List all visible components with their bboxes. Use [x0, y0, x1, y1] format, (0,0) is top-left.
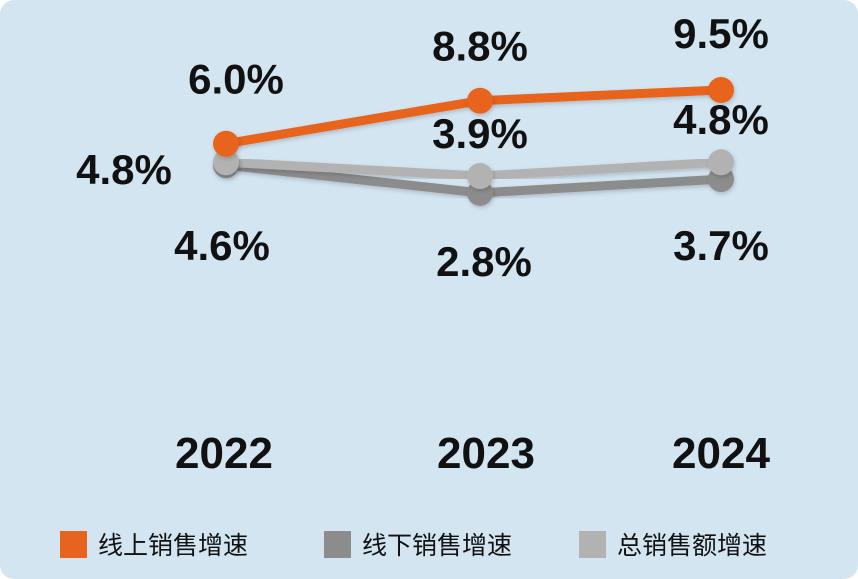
data-point: [467, 87, 493, 114]
legend-swatch: [60, 531, 87, 558]
legend-swatch: [324, 531, 351, 558]
data-label: 3.7%: [673, 222, 769, 269]
data-point: [467, 163, 493, 189]
data-label: 3.9%: [432, 110, 528, 157]
data-label: 8.8%: [432, 23, 528, 70]
data-label: 9.5%: [673, 10, 769, 57]
data-point: [708, 77, 734, 103]
x-axis-ticks: 2022 2023 2024: [175, 429, 770, 478]
data-point: [213, 149, 239, 176]
data-labels: 6.0% 8.8% 9.5% 4.6% 2.8% 3.7% 4.8% 3.9% 4.8%: [76, 10, 769, 285]
data-label: 2.8%: [436, 238, 532, 285]
legend-label: 总销售额增速: [617, 531, 767, 560]
data-point: [213, 130, 239, 157]
x-tick-label: 2022: [175, 429, 273, 478]
legend-swatch: [579, 531, 606, 558]
x-tick-label: 2023: [437, 429, 535, 478]
data-point: [708, 149, 734, 176]
data-label: 4.6%: [174, 222, 270, 269]
legend-label: 线上销售增速: [98, 531, 248, 560]
x-tick-label: 2024: [672, 429, 770, 478]
data-label: 4.8%: [673, 96, 769, 143]
legend: 线上销售增速 线下销售增速 总销售额增速: [60, 531, 767, 560]
series-points: [213, 77, 734, 206]
legend-label: 线下销售增速: [362, 531, 512, 560]
data-label: 6.0%: [188, 56, 284, 103]
data-label: 4.8%: [76, 146, 172, 193]
